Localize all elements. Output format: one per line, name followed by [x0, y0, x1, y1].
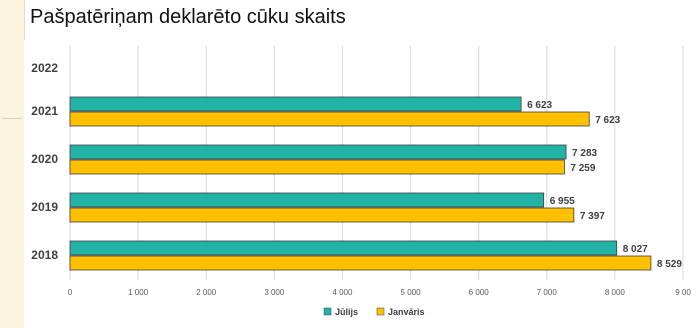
y-axis-category-labels: 2022 2021 2020 2019 2018 [31, 61, 58, 262]
legend-label: Jūlijs [335, 307, 358, 317]
category-label: 2018 [31, 248, 58, 262]
x-tick-label: 4 000 [332, 288, 353, 297]
bar-julijs [69, 96, 522, 112]
bar-janvaris [69, 255, 652, 271]
category-label: 2020 [31, 152, 58, 166]
bars [69, 96, 652, 271]
bar-janvaris [69, 111, 590, 127]
data-label: 7 283 [572, 148, 597, 159]
x-tick-label: 3 000 [264, 288, 285, 297]
category-label: 2019 [31, 200, 58, 214]
data-label: 8 529 [657, 259, 682, 270]
x-tick-label: 2 000 [196, 288, 217, 297]
x-tick-label: 1 000 [128, 288, 149, 297]
data-label: 7 259 [570, 163, 595, 174]
x-tick-label: 6 000 [469, 288, 490, 297]
data-label: 8 027 [623, 244, 648, 255]
legend: Jūlijs Janvāris [323, 307, 425, 317]
x-tick-label: 9 00 [675, 288, 691, 297]
legend-swatch [323, 307, 332, 316]
legend-swatch [376, 307, 385, 316]
bar-janvaris [69, 207, 575, 223]
bar-julijs [69, 144, 567, 160]
bar-julijs [69, 192, 545, 208]
bar-janvaris [69, 159, 565, 175]
category-label: 2022 [31, 61, 58, 75]
data-label: 7 397 [580, 211, 605, 222]
data-label: 6 955 [550, 196, 575, 207]
category-label: 2021 [31, 104, 58, 118]
x-tick-label: 5 000 [401, 288, 422, 297]
x-axis-tick-labels: 0 1 000 2 000 3 000 4 000 5 000 6 000 7 000 8 00… [68, 288, 692, 297]
horizontal-bar-chart: 0 1 000 2 000 3 000 4 000 5 000 6 000 7 000 8 00… [31, 46, 692, 317]
chart-panel: 0 1 000 2 000 3 000 4 000 5 000 6 000 7 000 8 00… [24, 40, 696, 328]
x-tick-label: 0 [68, 288, 73, 297]
data-label: 6 623 [527, 100, 552, 111]
legend-label: Janvāris [388, 307, 425, 317]
left-side-panel [0, 0, 25, 328]
left-panel-divider [2, 118, 22, 119]
data-labels: 6 623 7 623 7 283 7 259 6 955 7 397 8 027 8 529 [527, 100, 682, 270]
x-tick-label: 8 000 [605, 288, 626, 297]
bar-julijs [69, 240, 618, 256]
data-label: 7 623 [595, 115, 620, 126]
chart-title: Pašpatēriņam deklarēto cūku skaits [30, 6, 346, 28]
x-tick-label: 7 000 [537, 288, 558, 297]
